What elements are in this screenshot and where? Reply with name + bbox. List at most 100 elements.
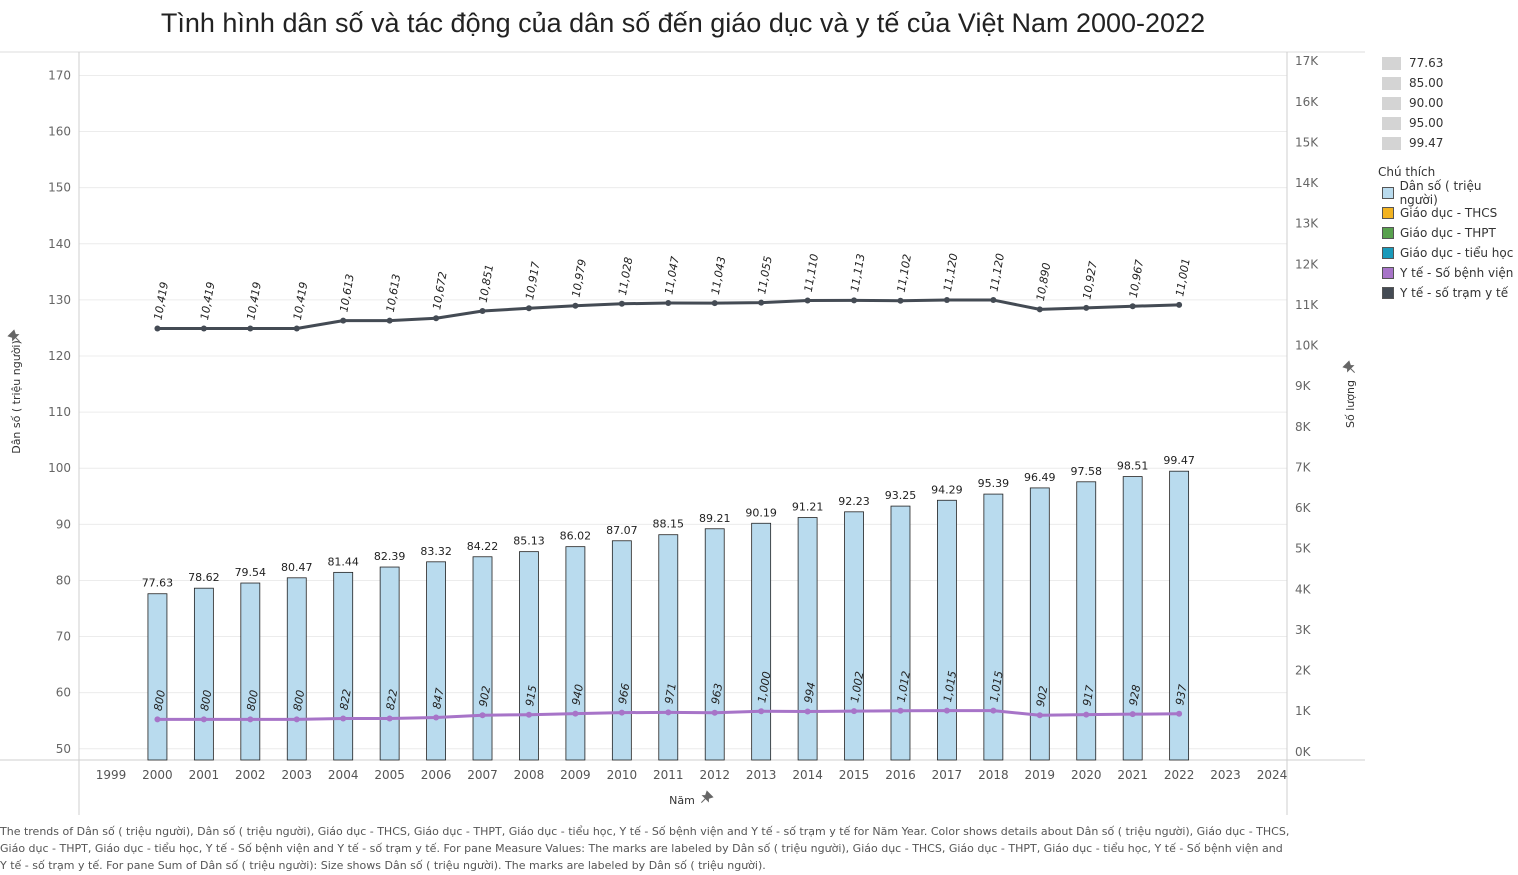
right-axis-tick-label: 9K [1295,379,1312,393]
pin-icon [7,329,21,343]
hospital-point [804,708,811,715]
bar-value-label: 85.13 [513,535,545,548]
x-axis-tick-label: 2009 [560,768,591,782]
size-swatch [1382,76,1401,90]
hospital-point [1083,711,1090,718]
combo-chart: 50 60 70 80 90 100 110 120 130 140 150 160 170 0K 1K 2K… [0,51,1365,815]
left-axis-tick-label: 140 [48,237,71,251]
population-bar [379,566,400,761]
x-axis-tick-label: 2003 [281,768,312,782]
hospital-value-label: 1,012 [895,670,913,703]
hospital-value-label: 902 [1034,685,1050,708]
population-bar [797,517,818,761]
population-bar [333,571,354,761]
legend-title: Chú thích [1378,165,1436,179]
right-axis-tick-label: 11K [1295,298,1319,312]
health-station-value-label: 10,979 [570,258,589,298]
legend-item-benh-vien[interactable]: Y tế - Số bệnh viện [1378,263,1518,283]
left-axis-tick-label: 50 [56,742,71,756]
legend-label: Y tế - số trạm y tế [1400,286,1509,300]
legend-swatch [1382,267,1394,279]
right-axis-tick-label: 12K [1295,257,1319,271]
legend-swatch [1382,247,1394,259]
legend-item-thcs[interactable]: Giáo dục - THCS [1378,203,1518,223]
left-axis-tick-label: 150 [48,181,71,195]
right-axis-tick-label: 6K [1295,501,1312,515]
hospital-point [851,708,858,715]
hospital-value-label: 800 [244,689,260,712]
bar-value-label: 87.07 [606,524,638,537]
hospital-value-label: 1,000 [755,670,773,703]
hospital-point [386,715,393,722]
population-bar [426,561,446,761]
right-axis-tick-label: 4K [1295,582,1312,596]
right-axis-tick-label: 13K [1295,217,1319,231]
x-axis-tick-label: 2021 [1117,768,1148,782]
bar-value-label: 79.54 [235,566,267,579]
x-axis-tick-label: 2006 [421,768,452,782]
population-bar [193,587,214,761]
hospital-value-label: 1,015 [941,670,959,703]
health-station-point [200,325,207,332]
left-axis-tick-label: 80 [56,573,71,587]
hospital-value-label: 971 [662,682,678,705]
legend-item-tieu-hoc[interactable]: Giáo dục - tiểu học [1378,243,1518,263]
population-bar [704,528,725,761]
size-legend-item[interactable]: 85.00 [1382,73,1443,93]
health-station-value-label: 11,001 [1173,257,1192,297]
size-legend-item[interactable]: 99.47 [1382,133,1443,153]
health-station-point [990,297,997,304]
size-legend-item[interactable]: 90.00 [1382,93,1443,113]
legend-item-thpt[interactable]: Giáo dục - THPT [1378,223,1518,243]
right-axis-tick-label: 15K [1295,135,1319,149]
x-axis-tick-label: 2004 [328,768,359,782]
right-axis-tick-label: 1K [1295,704,1312,718]
health-station-point [897,297,904,304]
health-station-value-label: 11,120 [941,252,960,292]
size-legend-label: 95.00 [1409,116,1444,130]
health-station-value-label: 11,043 [709,256,728,296]
right-axis-tick-label: 5K [1295,542,1312,556]
size-legend-label: 85.00 [1409,76,1444,90]
right-axis-tick-label: 7K [1295,460,1312,474]
x-axis-tick-label: 2019 [1025,768,1056,782]
x-axis-tick-label: 2022 [1164,768,1195,782]
health-station-point [618,300,625,307]
hospital-point [572,710,579,717]
left-axis-tick-label: 70 [56,630,71,644]
hospital-point [897,707,904,714]
bar-value-label: 78.62 [188,571,220,584]
bar-value-label: 90.19 [745,506,777,519]
x-axis-tick-label: 2007 [467,768,498,782]
x-axis-tick-label: 2014 [792,768,823,782]
hospital-point [711,709,718,716]
size-legend-item[interactable]: 77.63 [1382,53,1443,73]
population-bar [937,499,957,761]
hospital-value-label: 940 [570,683,586,706]
hospital-value-label: 928 [1127,684,1143,707]
legend-label: Dân số ( triệu người) [1399,179,1482,207]
x-axis-tick-label: 2016 [885,768,916,782]
health-station-value-label: 10,419 [291,281,310,321]
legend-item-tram-y-te[interactable]: Y tế - số trạm y tế [1378,283,1518,303]
right-axis-tick-label: 3K [1295,623,1312,637]
health-station-value-label: 11,028 [616,256,635,296]
bar-value-label: 83.32 [420,545,452,558]
size-legend-item[interactable]: 95.00 [1382,113,1443,133]
population-bar [147,593,168,761]
health-station-value-label: 10,419 [198,281,217,321]
population-bar [1029,487,1050,761]
population-bar [240,582,261,761]
bar-value-label: 95.39 [978,477,1010,490]
left-axis-title: Dân số ( triệu người) [10,340,23,454]
hospital-point [200,716,207,723]
legend-label: Giáo dục - THPT [1400,226,1496,240]
legend-item-dan-so[interactable]: Dân số ( triệu người) [1378,179,1518,207]
x-axis-tick-label: 2017 [932,768,963,782]
health-station-value-label: 11,113 [848,253,867,293]
size-legend-label: 90.00 [1409,96,1444,110]
hospital-value-label: 800 [152,689,168,712]
right-axis-tick-label: 16K [1295,95,1319,109]
population-bar [472,556,493,761]
hospital-value-label: 963 [709,682,725,705]
